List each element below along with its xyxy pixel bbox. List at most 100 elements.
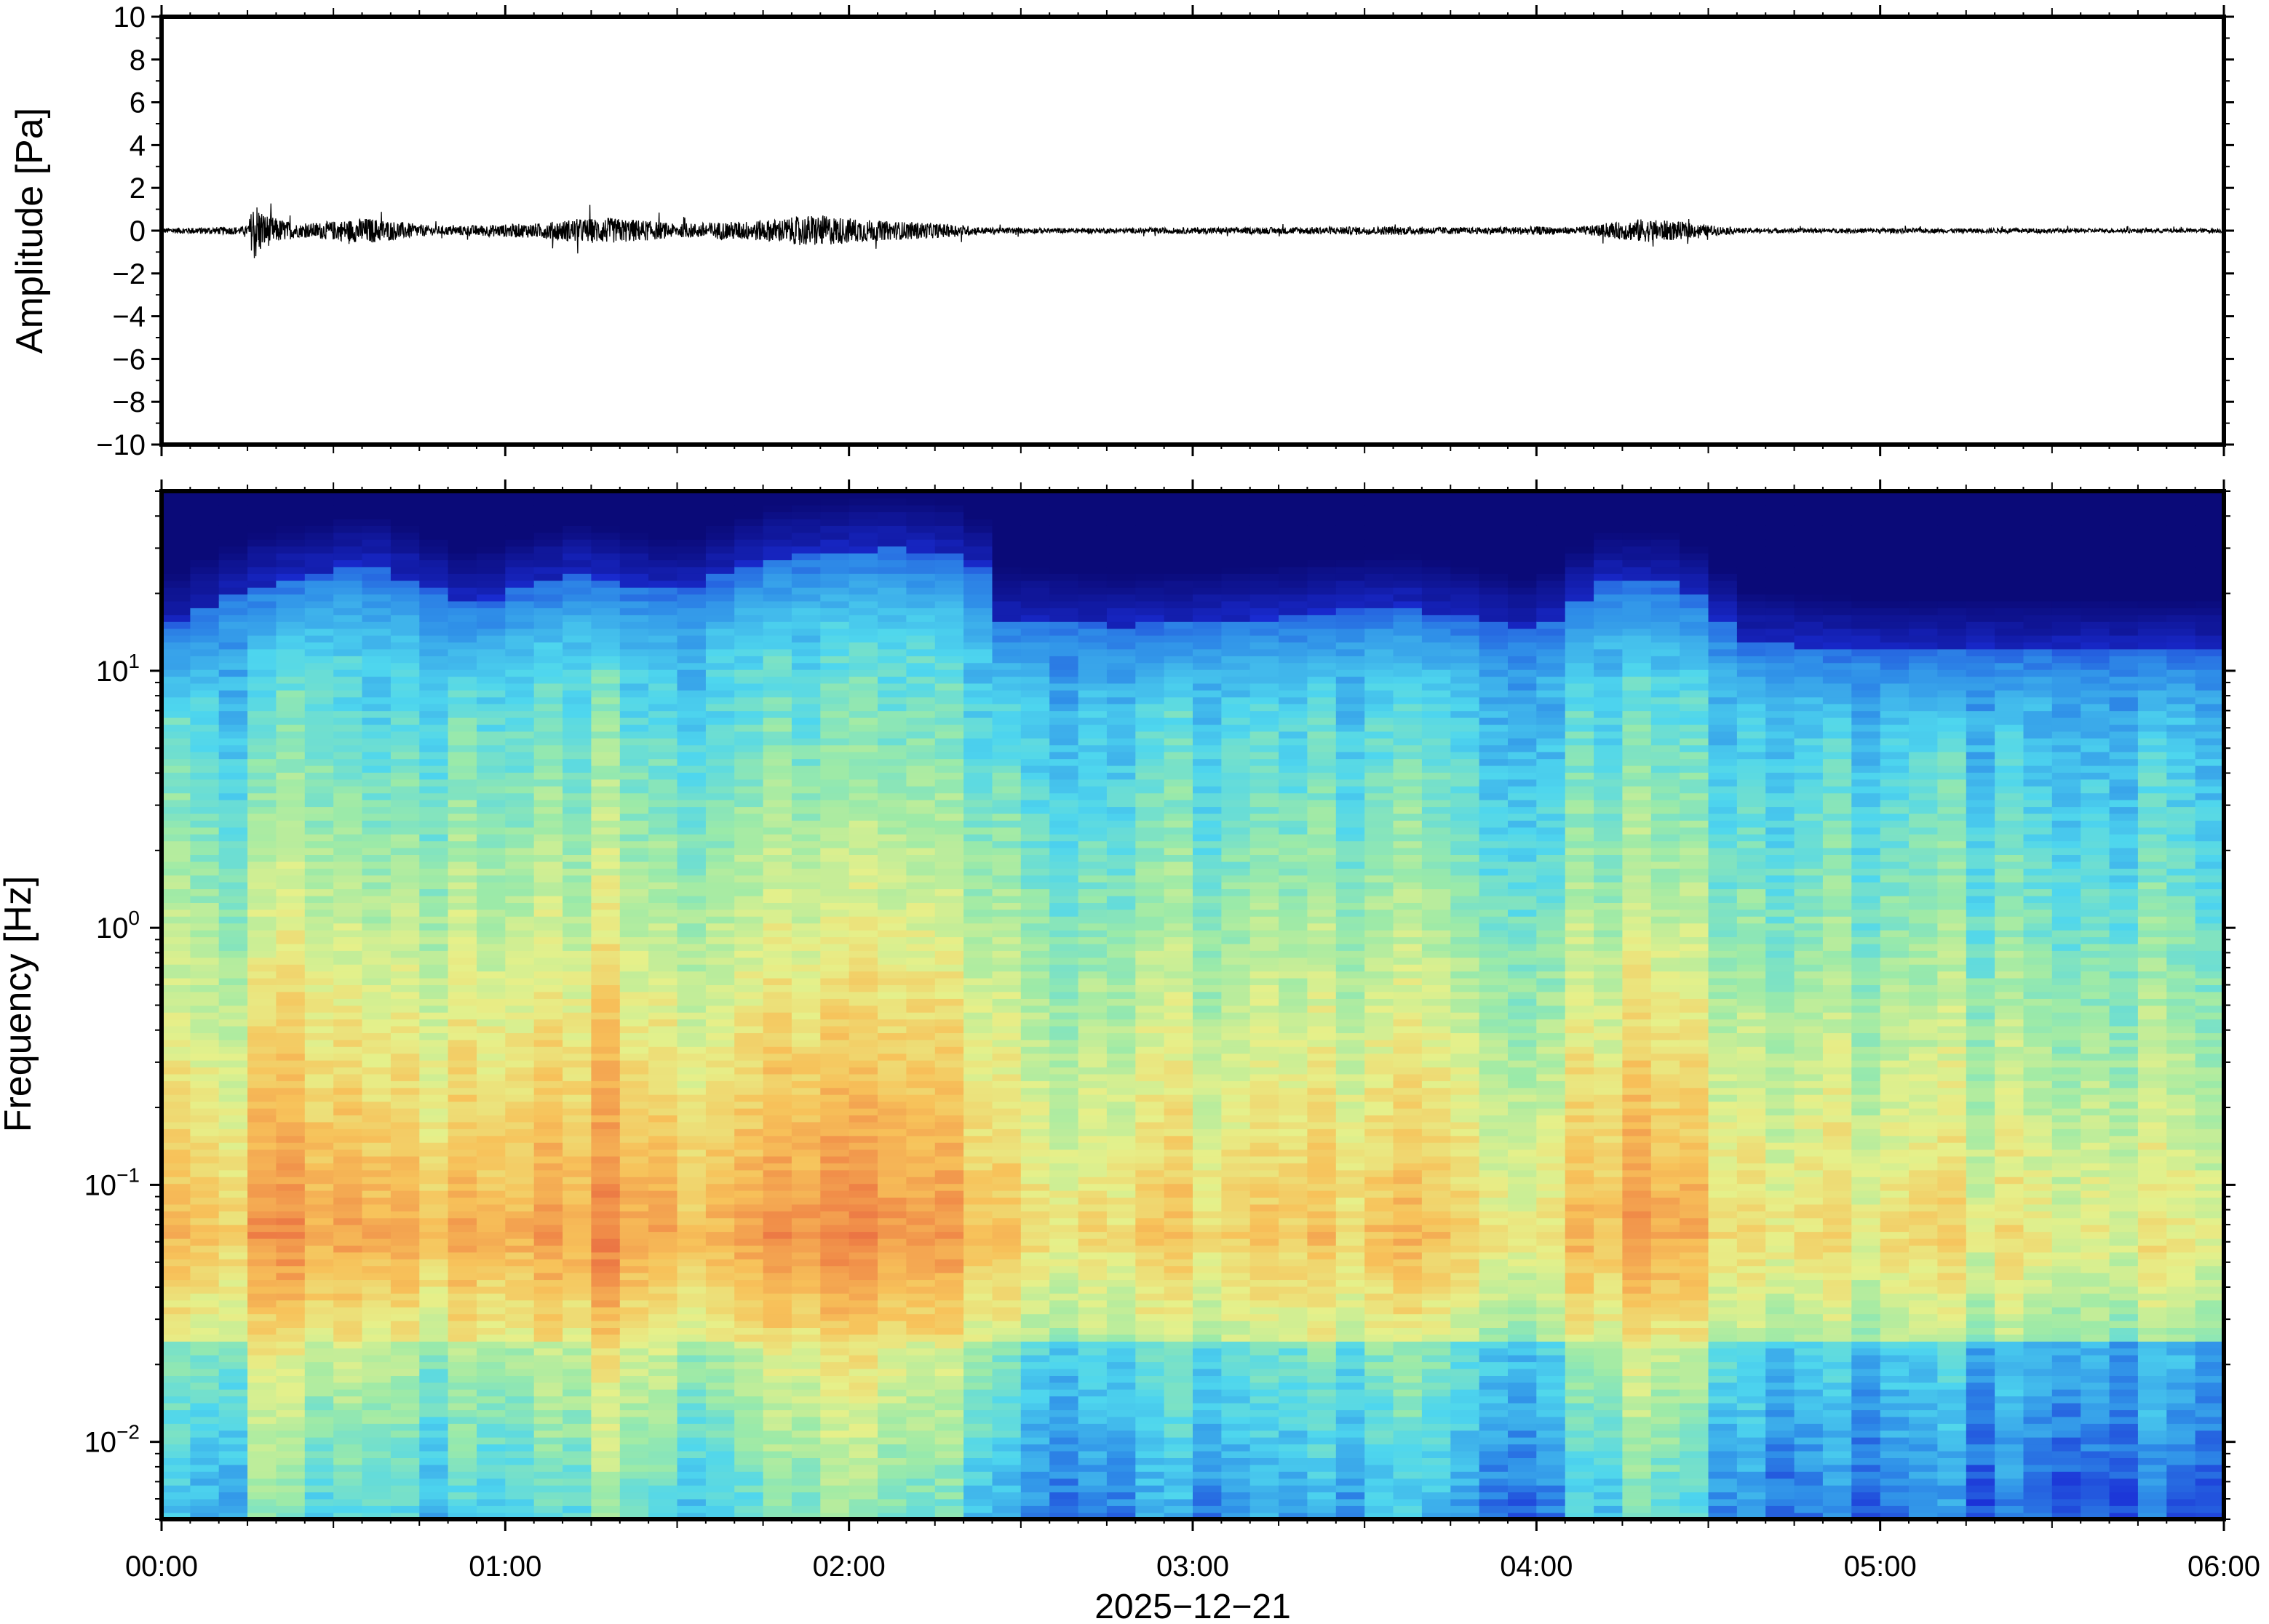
spectrogram-cell xyxy=(304,690,334,698)
spectrogram-cell xyxy=(362,1272,392,1281)
spectrogram-cell xyxy=(419,752,449,760)
spectrogram-cell xyxy=(963,491,993,499)
spectrogram-cell xyxy=(705,964,736,972)
spectrogram-cell xyxy=(963,840,993,848)
spectrogram-cell xyxy=(849,614,878,622)
spectrogram-cell xyxy=(906,1444,936,1452)
spectrogram-cell xyxy=(734,628,764,636)
spectrogram-cell xyxy=(419,895,449,903)
spectrogram-cell xyxy=(533,696,563,704)
spectrogram-cell xyxy=(878,1409,907,1417)
spectrogram-cell xyxy=(648,1265,678,1273)
spectrogram-cell xyxy=(619,758,649,766)
spectrogram-cell xyxy=(992,1444,1022,1452)
spectrogram-cell xyxy=(878,1224,907,1233)
spectrogram-cell xyxy=(533,1423,563,1431)
spectrogram-cell xyxy=(849,1341,878,1349)
spectrogram-cell xyxy=(763,799,792,808)
spectrogram-cell xyxy=(448,1348,477,1356)
spectrogram-cell xyxy=(162,1155,191,1163)
spectrogram-cell xyxy=(505,1231,535,1239)
spectrogram-cell xyxy=(906,525,936,533)
spectrogram-cell xyxy=(963,799,993,808)
spectrogram-cell xyxy=(533,895,563,903)
spectrogram-cell xyxy=(533,1341,563,1349)
spectrogram-cell xyxy=(362,964,392,972)
spectrogram-cell xyxy=(448,676,477,684)
spectrogram-cell xyxy=(820,580,850,588)
spectrogram-cell xyxy=(533,1032,563,1040)
spectrogram-cell xyxy=(849,600,878,608)
spectrogram-cell xyxy=(505,1423,535,1431)
spectrogram-cell xyxy=(390,950,421,958)
spectrogram-cell xyxy=(304,1149,334,1157)
spectrogram-cell xyxy=(648,1238,678,1246)
spectrogram-cell xyxy=(878,834,907,842)
spectrogram-cell xyxy=(791,827,822,835)
spectrogram-cell xyxy=(648,1313,678,1321)
spectrogram-cell xyxy=(533,525,563,533)
spectrogram-cell xyxy=(820,1512,850,1519)
spectrogram-cell xyxy=(619,552,649,560)
spectrogram-cell xyxy=(734,888,764,896)
spectrogram-cell xyxy=(906,799,936,808)
spectrogram-cell xyxy=(791,696,822,704)
spectrogram-cell xyxy=(648,929,678,938)
spectrogram-cell xyxy=(705,628,736,636)
spectrogram-cell xyxy=(820,682,850,690)
spectrogram-cell xyxy=(992,538,1022,547)
spectrogram-cell xyxy=(390,868,421,876)
spectrogram-cell xyxy=(505,1361,535,1369)
spectrogram-cell xyxy=(390,690,421,698)
spectrogram-cell xyxy=(247,1450,277,1458)
spectrogram-cell xyxy=(906,648,936,656)
spectrogram-cell xyxy=(218,580,248,588)
spectrogram-cell xyxy=(333,977,363,985)
spectrogram-cell xyxy=(677,984,707,992)
spectrogram-cell xyxy=(791,1272,822,1281)
spectrogram-cell xyxy=(734,943,764,951)
spectrogram-cell xyxy=(648,1135,678,1143)
spectrogram-cell xyxy=(849,546,878,554)
spectrogram-cell xyxy=(934,1464,964,1472)
spectrogram-cell xyxy=(505,1115,535,1123)
spectrogram-cell xyxy=(448,1327,477,1335)
spectrogram-cell xyxy=(963,998,993,1006)
spectrogram-cell xyxy=(734,827,764,835)
spectrogram-cell xyxy=(448,512,477,520)
spectrogram-cell xyxy=(419,1279,449,1287)
spectrogram-cell xyxy=(533,1087,563,1095)
spectrogram-cell xyxy=(419,854,449,862)
spectrogram-cell xyxy=(791,648,822,656)
spectrogram-cell xyxy=(1049,895,1079,903)
spectrogram-cell xyxy=(677,1478,707,1486)
spectrogram-cell xyxy=(304,566,334,574)
spectrogram-cell xyxy=(276,1177,306,1185)
spectrogram-cell xyxy=(591,936,621,944)
spectrogram-cell xyxy=(849,1307,878,1315)
spectrogram-cell xyxy=(619,662,649,670)
spectrogram-cell xyxy=(763,1512,792,1519)
spectrogram-cell xyxy=(333,1334,363,1342)
spectrogram-cell xyxy=(878,1025,907,1033)
spectrogram-cell xyxy=(419,1231,449,1239)
spectrogram-cell xyxy=(791,1046,822,1054)
spectrogram-cell xyxy=(477,1341,506,1349)
spectrogram-cell xyxy=(648,779,678,787)
spectrogram-cell xyxy=(963,1217,993,1225)
spectrogram-cell xyxy=(477,1361,506,1369)
spectrogram-cell xyxy=(677,518,707,526)
spectrogram-cell xyxy=(533,1492,563,1500)
spectrogram-cell xyxy=(362,690,392,698)
spectrogram-cell xyxy=(333,1073,363,1081)
spectrogram-cell xyxy=(190,560,220,568)
spectrogram-cell xyxy=(419,546,449,554)
spectrogram-cell xyxy=(304,1444,334,1452)
spectrogram-cell xyxy=(190,1478,220,1486)
spectrogram-cell xyxy=(218,1155,248,1163)
spectrogram-cell xyxy=(362,957,392,965)
spectrogram-cell xyxy=(648,1464,678,1472)
spectrogram-cell xyxy=(648,813,678,821)
spectrogram-cell xyxy=(533,1444,563,1452)
spectrogram-cell xyxy=(477,991,506,999)
